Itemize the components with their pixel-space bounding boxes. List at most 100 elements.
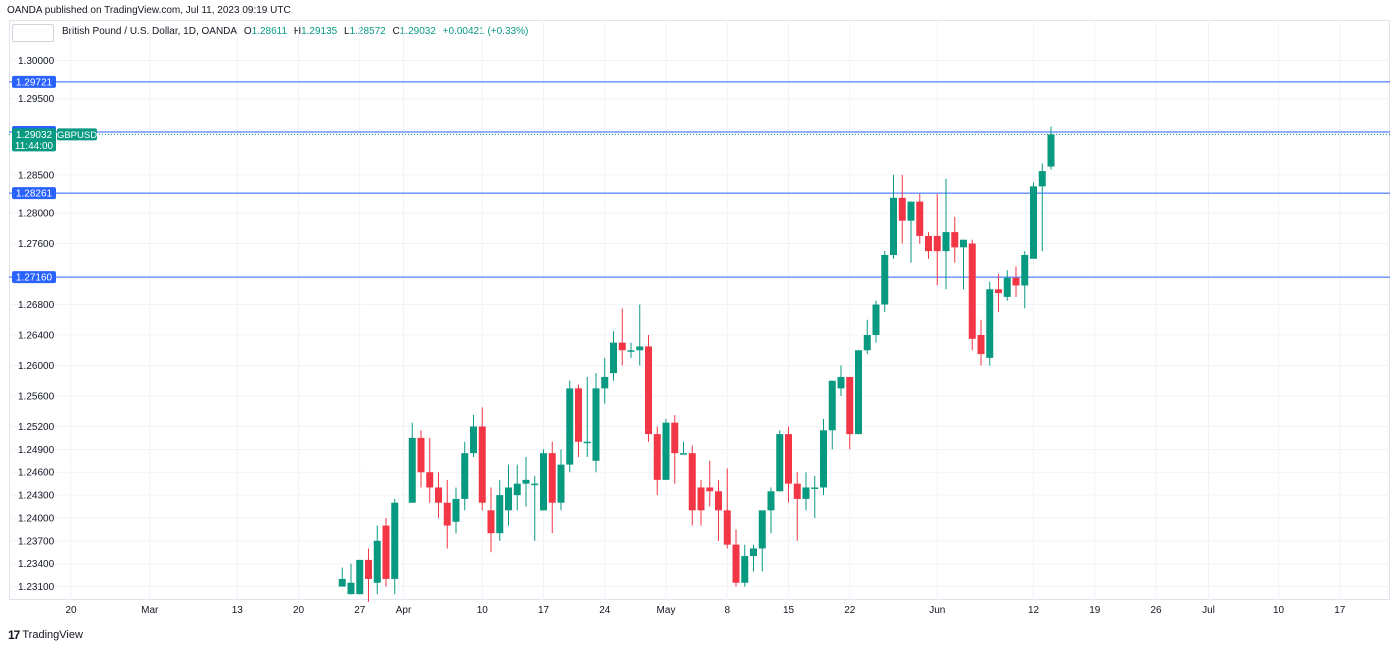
candle-body-down	[977, 335, 985, 355]
symbol-search-box[interactable]	[12, 24, 54, 42]
x-tick-label: May	[657, 605, 676, 616]
candle-body-up	[881, 254, 889, 305]
y-tick-label: 1.28500	[18, 170, 55, 181]
candle-body-down	[426, 472, 434, 488]
candle-body-up	[1030, 186, 1037, 259]
x-tick-label: Jul	[1202, 605, 1215, 616]
candle-body-up	[802, 487, 810, 499]
candle-body-down	[645, 346, 652, 435]
candle-body-down	[916, 201, 924, 236]
high-label: H	[293, 26, 302, 37]
candle-body-up	[540, 453, 547, 511]
candle-body-down	[697, 487, 705, 511]
candle-body-down	[443, 502, 451, 526]
candle-body-up	[408, 437, 416, 503]
candle-body-up	[758, 510, 766, 549]
candle-body-up	[592, 388, 600, 461]
candle-body-up	[960, 239, 967, 248]
candle-body-down	[688, 453, 696, 511]
candle-body-up	[811, 487, 819, 489]
y-tick-label: 1.24600	[18, 468, 55, 479]
y-tick-label: 1.23700	[18, 536, 55, 547]
y-tick-label: 1.29500	[18, 94, 55, 105]
low-label: L	[344, 26, 350, 37]
x-tick-label: 17	[1334, 605, 1346, 616]
candle-body-up	[391, 502, 399, 579]
candle-body-down	[671, 422, 679, 454]
legend-change: +0.00421 (+0.33%)	[442, 26, 529, 37]
x-tick-label: 17	[538, 605, 550, 616]
y-tick-label: 1.27600	[18, 239, 55, 250]
candle-body-up	[1047, 134, 1055, 167]
x-tick-label: 24	[599, 605, 611, 616]
candle-body-up	[373, 540, 381, 583]
published-caption: OANDA published on TradingView.com, Jul …	[7, 5, 291, 16]
legend-close: C1.29032	[393, 26, 436, 37]
candle-body-down	[732, 544, 740, 583]
tradingview-logo-icon: 17	[8, 628, 20, 642]
candle-body-up	[750, 548, 757, 557]
x-tick-label: Apr	[396, 605, 412, 616]
candle-body-down	[933, 235, 941, 252]
candle-body-up	[636, 346, 644, 351]
x-tick-label: 15	[783, 605, 795, 616]
tradingview-brand: TradingView	[22, 629, 83, 641]
y-tick-label: 1.26400	[18, 331, 55, 342]
last-price-badge	[12, 128, 56, 152]
last-price-label: 1.29032	[16, 130, 53, 141]
candle-body-down	[968, 243, 976, 339]
candle-body-up	[601, 376, 609, 389]
candle-body-up	[820, 430, 827, 488]
candle-body-down	[382, 525, 390, 579]
chart-frame	[9, 20, 1390, 600]
candle-body-up	[470, 426, 477, 454]
candle-body-up	[513, 483, 521, 496]
candle-body-up	[828, 380, 836, 431]
candle-body-up	[531, 483, 539, 486]
open-value: 1.28611	[251, 26, 288, 37]
candle-body-up	[942, 232, 950, 252]
tradingview-footer[interactable]: 17 TradingView	[8, 628, 83, 642]
candle-body-up	[872, 304, 880, 336]
x-tick-label: Jun	[929, 605, 945, 616]
candle-body-up	[566, 388, 574, 465]
candle-body-down	[548, 453, 556, 503]
x-tick-label: 27	[354, 605, 366, 616]
x-tick-label: 22	[844, 605, 856, 616]
y-tick-label: 1.24900	[18, 445, 55, 456]
candle-body-up	[627, 350, 635, 352]
candle-body-down	[575, 388, 582, 442]
y-tick-label: 1.24000	[18, 513, 55, 524]
candle-body-up	[461, 453, 469, 499]
candle-body-down	[793, 483, 801, 499]
legend-high: H1.29135	[294, 26, 337, 37]
candle-body-up	[356, 559, 364, 595]
candle-body-down	[417, 437, 425, 473]
candle-body-up	[522, 479, 530, 484]
y-tick-label: 1.26800	[18, 300, 55, 311]
close-label: C	[392, 26, 400, 37]
candle-body-up	[855, 350, 862, 435]
candle-body-up	[1003, 277, 1011, 297]
candle-body-up	[496, 495, 504, 534]
candle-body-up	[1021, 254, 1029, 286]
legend-low: L1.28572	[344, 26, 386, 37]
candle-body-down	[435, 487, 442, 503]
x-tick-label: 10	[1273, 605, 1285, 616]
x-tick-label: 26	[1150, 605, 1162, 616]
candle-body-up	[907, 201, 915, 221]
level-price-badge	[12, 187, 56, 200]
y-tick-label: 1.30000	[18, 56, 55, 67]
legend-open: O1.28611	[244, 26, 287, 37]
candle-body-up	[662, 422, 670, 480]
x-tick-label: 13	[232, 605, 244, 616]
candle-body-down	[618, 342, 626, 351]
candle-body-down	[365, 559, 372, 579]
y-tick-label: 1.23100	[18, 582, 55, 593]
level-price-label: 1.29721	[16, 77, 53, 88]
candle-body-up	[767, 491, 775, 511]
candle-body-up	[776, 434, 784, 492]
candle-body-up	[557, 464, 565, 503]
low-value: 1.28572	[349, 26, 386, 37]
